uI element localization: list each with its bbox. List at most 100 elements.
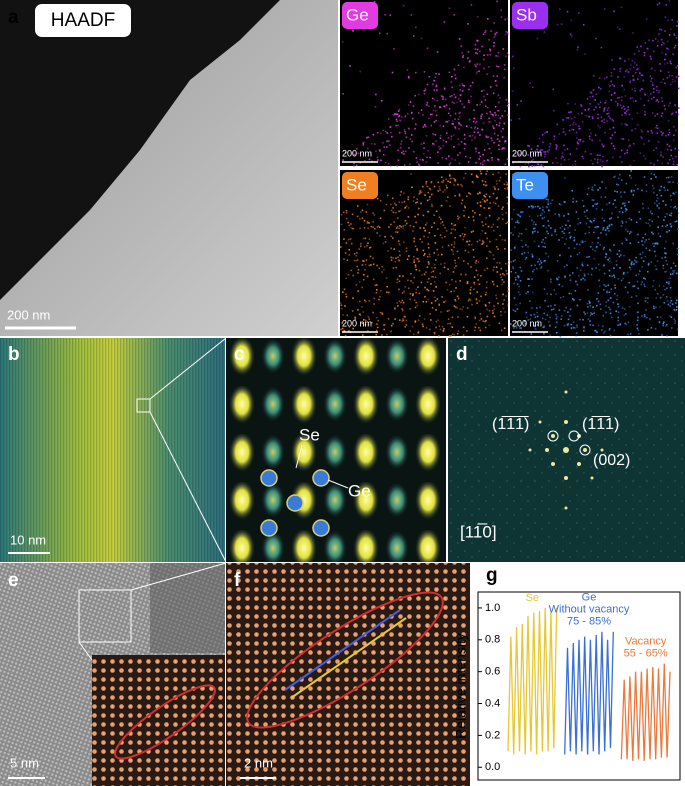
signal-dot: [445, 141, 448, 143]
signal-dot: [492, 173, 494, 176]
signal-dot: [363, 219, 366, 222]
signal-dot: [497, 248, 499, 250]
signal-dot: [670, 267, 672, 269]
signal-dot: [442, 181, 444, 184]
signal-dot: [427, 289, 430, 292]
signal-dot: [452, 250, 454, 253]
signal-dot: [535, 307, 538, 309]
signal-dot: [556, 278, 559, 281]
signal-dot: [619, 67, 622, 70]
signal-dot: [490, 152, 492, 154]
signal-dot: [545, 226, 547, 229]
signal-dot: [608, 230, 610, 232]
signal-dot: [578, 128, 580, 130]
signal-dot: [532, 270, 534, 273]
signal-dot: [485, 319, 487, 322]
signal-dot: [507, 102, 510, 105]
signal-dot: [379, 290, 382, 292]
signal-dot: [400, 143, 402, 145]
signal-dot: [660, 151, 662, 153]
signal-dot: [487, 225, 490, 228]
profile-line: [290, 617, 407, 699]
signal-dot: [426, 281, 429, 283]
signal-dot: [468, 88, 470, 91]
signal-dot: [627, 106, 630, 108]
signal-dot: [657, 232, 660, 235]
signal-dot: [558, 309, 561, 311]
signal-dot: [571, 35, 573, 37]
signal-dot: [504, 239, 506, 242]
signal-dot: [617, 316, 619, 319]
signal-dot: [488, 301, 491, 304]
signal-dot: [397, 110, 400, 112]
signal-dot: [409, 138, 412, 140]
signal-dot: [544, 151, 547, 153]
signal-dot: [377, 225, 380, 227]
signal-dot: [361, 322, 364, 325]
signal-dot: [439, 272, 441, 275]
signal-dot: [456, 101, 458, 104]
signal-dot: [459, 152, 461, 154]
signal-dot: [617, 76, 619, 78]
signal-dot: [375, 329, 378, 332]
signal-dot: [376, 232, 378, 234]
signal-dot: [633, 53, 636, 55]
signal-dot: [517, 276, 520, 278]
signal-dot: [479, 201, 482, 203]
signal-dot: [627, 139, 630, 141]
signal-dot: [358, 248, 361, 250]
signal-dot: [435, 285, 437, 288]
signal-dot: [566, 264, 568, 266]
signal-dot: [621, 107, 623, 109]
signal-dot: [577, 142, 579, 145]
signal-dot: [396, 225, 399, 228]
signal-dot: [349, 238, 352, 240]
signal-dot: [642, 79, 645, 82]
signal-dot: [642, 202, 644, 205]
signal-dot: [641, 137, 643, 140]
signal-dot: [426, 185, 429, 188]
signal-dot: [466, 240, 469, 243]
signal-dot: [436, 248, 439, 251]
signal-dot: [615, 264, 618, 266]
signal-dot: [573, 299, 575, 301]
signal-dot: [402, 227, 405, 230]
signal-dot: [622, 201, 625, 204]
signal-dot: [631, 261, 633, 263]
signal-dot: [652, 91, 655, 93]
signal-dot: [660, 38, 663, 41]
signal-dot: [601, 217, 604, 220]
signal-dot: [620, 179, 623, 181]
signal-dot: [356, 265, 359, 268]
signal-dot: [433, 252, 435, 254]
signal-dot: [461, 52, 463, 54]
signal-dot: [534, 227, 536, 230]
signal-dot: [554, 230, 556, 233]
signal-dot: [616, 183, 618, 186]
signal-dot: [351, 213, 354, 216]
signal-dot: [664, 256, 667, 259]
signal-dot: [362, 278, 365, 281]
signal-dot: [614, 287, 617, 289]
signal-dot: [510, 323, 512, 325]
signal-dot: [608, 115, 610, 117]
signal-dot: [597, 226, 599, 228]
signal-dot: [357, 272, 359, 274]
signal-dot: [450, 228, 453, 231]
signal-dot: [617, 216, 619, 219]
signal-dot: [401, 151, 403, 154]
signal-dot: [521, 211, 524, 213]
signal-dot: [516, 323, 519, 326]
signal-dot: [659, 306, 661, 308]
signal-dot: [468, 134, 471, 137]
signal-dot: [479, 172, 482, 175]
signal-dot: [669, 60, 671, 63]
scale-label: 200 nm: [7, 307, 50, 322]
signal-dot: [437, 151, 439, 153]
signal-dot: [671, 112, 674, 115]
signal-dot: [477, 176, 479, 178]
signal-dot: [496, 261, 498, 264]
signal-dot: [390, 223, 392, 226]
signal-dot: [439, 124, 441, 127]
